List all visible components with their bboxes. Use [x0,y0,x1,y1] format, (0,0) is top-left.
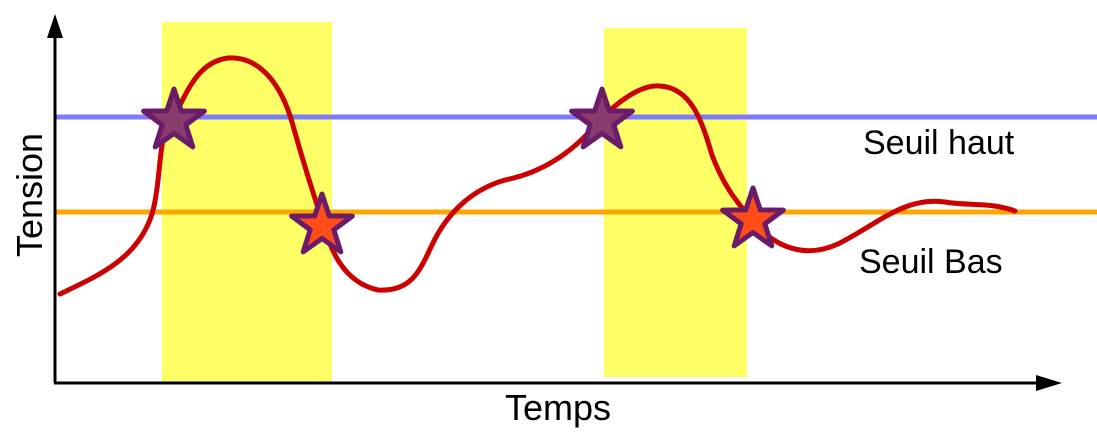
star-icon [141,86,207,150]
x-axis-label: Temps [505,387,611,428]
highlight-band-2 [604,28,747,377]
low-threshold-label: Seuil Bas [859,243,1003,281]
star-icon [289,191,355,255]
star-icon [569,86,635,150]
star-icon [720,185,786,249]
signal-curve [57,55,1018,297]
x-axis-arrow-icon [1036,375,1062,391]
y-axis-arrow-icon [47,14,63,38]
y-axis-label: Tension [9,133,50,257]
highlight-band-1 [162,22,332,382]
high-threshold-label: Seuil haut [863,124,1015,162]
